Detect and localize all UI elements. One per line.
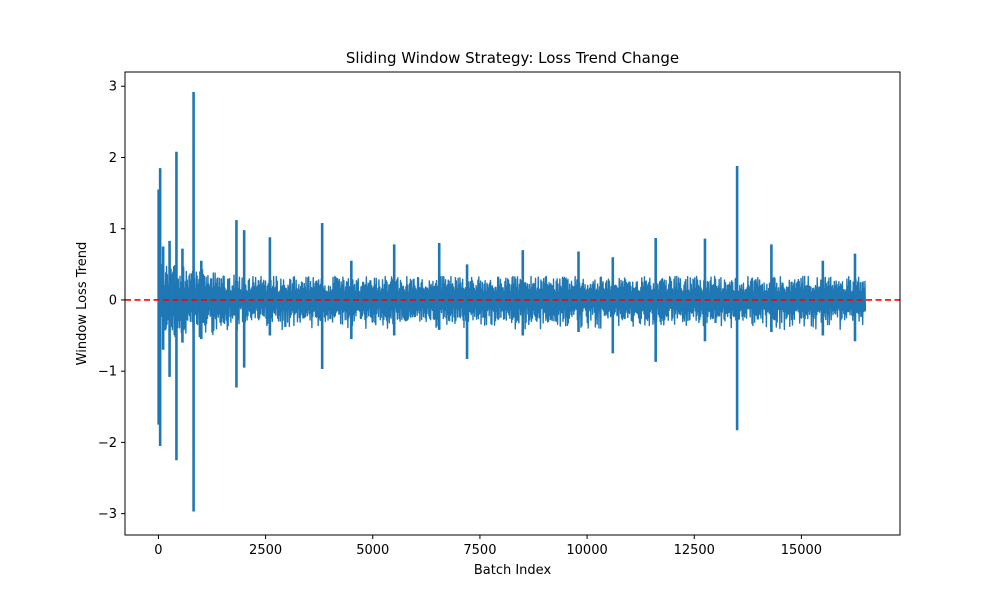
y-tick-label: 0 xyxy=(109,293,117,308)
x-tick-label: 5000 xyxy=(356,543,389,558)
y-tick-label: 1 xyxy=(109,222,117,237)
x-tick-label: 10000 xyxy=(566,543,607,558)
x-tick-label: 0 xyxy=(154,543,162,558)
x-axis-ticks: 0 2500 5000 7500 10000 12500 15000 xyxy=(154,535,822,558)
x-axis-label: Batch Index xyxy=(474,563,552,578)
chart-title: Sliding Window Strategy: Loss Trend Chan… xyxy=(346,49,679,67)
y-tick-label: −3 xyxy=(98,507,117,522)
y-axis-label: Window Loss Trend xyxy=(75,242,90,366)
x-tick-label: 12500 xyxy=(674,543,715,558)
x-tick-label: 2500 xyxy=(249,543,282,558)
y-tick-label: −2 xyxy=(98,436,117,451)
plot-frame xyxy=(124,71,901,536)
x-tick-label: 7500 xyxy=(463,543,496,558)
plot-area xyxy=(125,91,900,512)
y-axis-ticks: −3 −2 −1 0 1 2 3 xyxy=(98,80,125,522)
y-tick-label: 2 xyxy=(109,151,117,166)
y-tick-label: −1 xyxy=(98,365,117,380)
series-line xyxy=(157,264,867,347)
y-tick-label: 3 xyxy=(109,80,117,95)
x-tick-label: 15000 xyxy=(781,543,822,558)
